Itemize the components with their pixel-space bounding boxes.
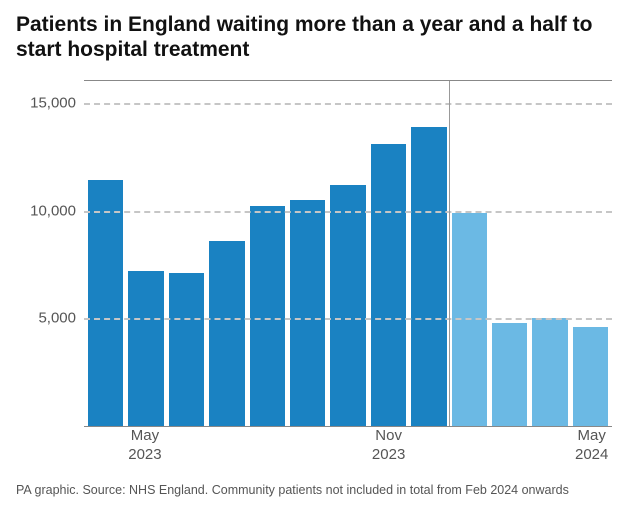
- section-divider: [449, 81, 450, 426]
- bar: [128, 271, 163, 426]
- bar: [209, 241, 244, 426]
- bar: [411, 127, 446, 426]
- x-axis-label: May2023: [128, 427, 161, 465]
- y-axis-label: 10,000: [30, 202, 84, 219]
- chart-area: 5,00010,00015,000 May2023Nov2023May2024: [16, 72, 624, 479]
- bar: [492, 323, 527, 426]
- bar: [88, 180, 123, 426]
- chart-container: Patients in England waiting more than a …: [0, 0, 640, 505]
- y-axis-label: 15,000: [30, 94, 84, 111]
- bar: [330, 185, 365, 426]
- bar: [532, 318, 567, 426]
- bar: [290, 200, 325, 426]
- chart-footer: PA graphic. Source: NHS England. Communi…: [16, 479, 624, 497]
- bars-group: [84, 81, 612, 426]
- chart-title: Patients in England waiting more than a …: [16, 12, 624, 62]
- bar: [573, 327, 608, 426]
- x-axis-label: Nov2023: [372, 427, 405, 465]
- x-axis: May2023 Nov2023 May2024: [84, 427, 612, 469]
- bar: [169, 273, 204, 426]
- bar: [371, 144, 406, 426]
- gridline: [84, 211, 612, 213]
- bar: [250, 206, 285, 426]
- plot-region: 5,00010,00015,000: [84, 80, 612, 427]
- y-axis-label: 5,000: [38, 310, 84, 327]
- gridline: [84, 318, 612, 320]
- gridline: [84, 103, 612, 105]
- x-axis-label: May2024: [575, 427, 608, 465]
